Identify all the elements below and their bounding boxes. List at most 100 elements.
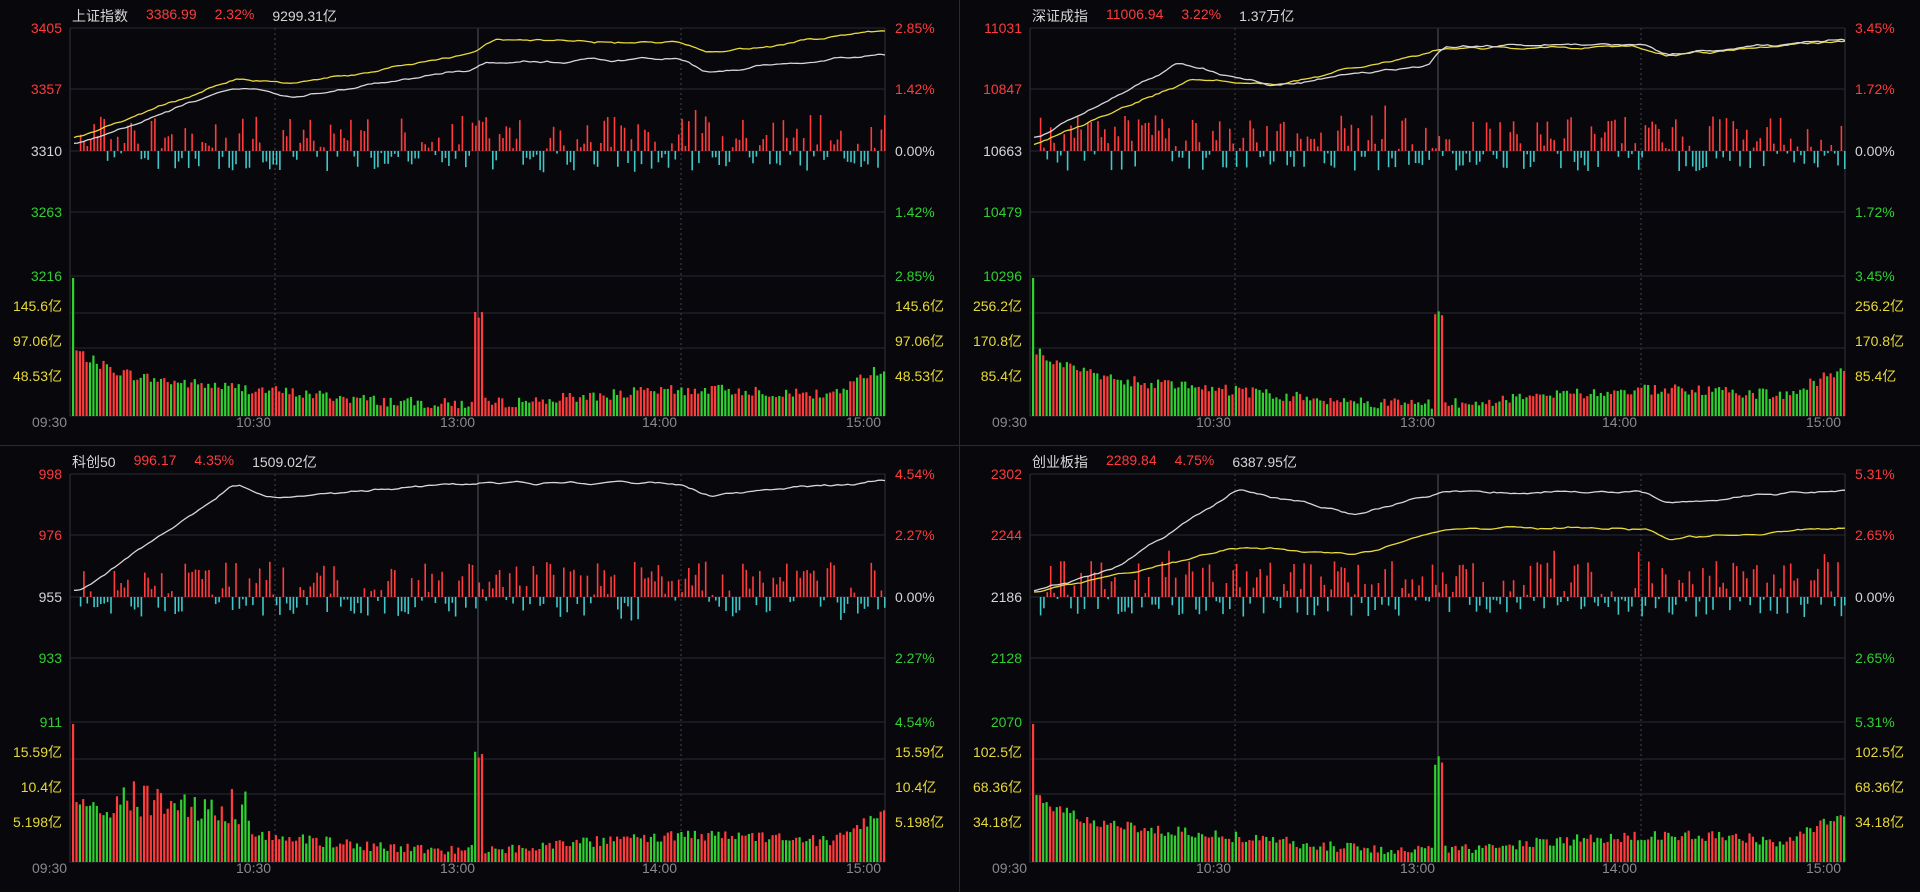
volume-bar bbox=[511, 407, 514, 416]
volume-bar bbox=[1545, 395, 1548, 416]
tick-bar bbox=[1337, 571, 1339, 597]
volume-bar bbox=[1288, 843, 1291, 862]
tick-bar bbox=[661, 151, 663, 158]
volume-bar bbox=[683, 395, 686, 416]
volume-axis-left-label: 145.6亿 bbox=[12, 298, 62, 314]
chart-panel-shenzhen[interactable]: 深证成指 11006.94 3.22% 1.37万亿 11031 10847 10663 10… bbox=[960, 0, 1920, 446]
volume-bar bbox=[1319, 400, 1322, 416]
volume-axis-left-label: 102.5亿 bbox=[972, 744, 1022, 760]
tick-bar bbox=[1495, 597, 1498, 601]
volume-bar bbox=[1163, 380, 1166, 416]
volume-bar bbox=[1380, 846, 1383, 862]
tick-bar bbox=[309, 586, 312, 597]
tick-bar bbox=[154, 118, 156, 151]
volume-bar bbox=[1694, 838, 1697, 862]
volume-bar bbox=[643, 389, 646, 416]
volume-bar bbox=[626, 397, 629, 416]
tick-bar bbox=[333, 133, 335, 151]
volume-bar bbox=[1255, 834, 1258, 862]
volume-bar bbox=[1714, 838, 1717, 862]
volume-bar bbox=[1657, 839, 1660, 862]
tick-bar bbox=[1043, 597, 1045, 609]
tick-bar bbox=[725, 597, 727, 611]
chart-panel-star50[interactable]: 科创50 996.17 4.35% 1509.02亿 998 976 955 933 911 4.… bbox=[0, 446, 960, 892]
volume-bar bbox=[534, 397, 538, 416]
tick-bar bbox=[242, 597, 244, 600]
tick-bar bbox=[174, 597, 176, 614]
volume-bar bbox=[1086, 370, 1089, 416]
volume-bar bbox=[1718, 387, 1721, 416]
tick-bar bbox=[606, 594, 609, 597]
volume-bar bbox=[1092, 372, 1095, 416]
tick-bar bbox=[603, 120, 606, 151]
tick-bar bbox=[1729, 597, 1731, 611]
volume-bar bbox=[1643, 840, 1646, 862]
volume-bar bbox=[1829, 373, 1832, 416]
volume-bar bbox=[1559, 837, 1562, 862]
volume-axis-right-label: 97.06亿 bbox=[895, 333, 945, 349]
tick-bar bbox=[1249, 597, 1251, 604]
volume-bar bbox=[835, 389, 838, 416]
tick-bar bbox=[1810, 580, 1812, 597]
volume-bar bbox=[747, 833, 750, 862]
chart-svg-shenzhen bbox=[1029, 27, 1846, 417]
volume-bar bbox=[521, 847, 524, 862]
volume-bar bbox=[227, 385, 230, 416]
volume-bar bbox=[1410, 399, 1413, 416]
volume-bar bbox=[335, 846, 338, 862]
tick-bar bbox=[1648, 561, 1650, 597]
tick-bar bbox=[1631, 151, 1633, 155]
tick-bar bbox=[333, 566, 335, 597]
volume-bar bbox=[1788, 395, 1792, 416]
chart-panel-shanghai[interactable]: 上证指数 3386.99 2.32% 9299.31亿 3405 3357 3310 3263… bbox=[0, 0, 960, 446]
volume-bar bbox=[251, 834, 254, 862]
tick-bar bbox=[1090, 122, 1092, 151]
tick-bar bbox=[1506, 151, 1508, 168]
volume-bar bbox=[234, 388, 237, 416]
volume-bar bbox=[119, 375, 122, 416]
tick-bar bbox=[677, 134, 680, 151]
tick-bar bbox=[1431, 564, 1434, 597]
tick-bar bbox=[424, 144, 426, 151]
tick-bar bbox=[1154, 115, 1157, 151]
chart-panel-chinext[interactable]: 创业板指 2289.84 4.75% 6387.95亿 2302 2244 2186 2128… bbox=[960, 446, 1920, 892]
volume-bar bbox=[703, 387, 707, 416]
tick-bar bbox=[1070, 125, 1072, 151]
volume-bar bbox=[1572, 393, 1575, 416]
tick-bar bbox=[1587, 151, 1589, 171]
volume-bar bbox=[457, 847, 460, 862]
tick-bar bbox=[1492, 597, 1495, 600]
tick-bar bbox=[1705, 597, 1708, 615]
volume-bar bbox=[1113, 820, 1116, 862]
volume-bar bbox=[1586, 396, 1589, 416]
volume-bar bbox=[328, 837, 331, 862]
tick-bar bbox=[1100, 562, 1103, 597]
volume-bar bbox=[514, 407, 517, 416]
tick-bar bbox=[1306, 597, 1309, 616]
tick-bar bbox=[1448, 597, 1451, 613]
volume-bar bbox=[1603, 395, 1606, 416]
tick-bar bbox=[1181, 151, 1184, 158]
volume-bar bbox=[339, 843, 342, 862]
tick-bar bbox=[731, 597, 734, 617]
tick-bar bbox=[1840, 125, 1843, 151]
volume-bar bbox=[1522, 846, 1525, 862]
volume-bar bbox=[1795, 393, 1798, 416]
volume-bar bbox=[217, 820, 220, 862]
volume-bar bbox=[359, 398, 362, 416]
tick-bar bbox=[312, 582, 315, 597]
tick-bar bbox=[1330, 151, 1332, 166]
tick-bar bbox=[813, 570, 815, 597]
time-axis-label: 14:00 bbox=[642, 414, 678, 430]
volume-bar bbox=[72, 278, 75, 416]
tick-bar bbox=[877, 597, 879, 610]
volume-bar bbox=[393, 844, 396, 862]
tick-bar bbox=[289, 119, 291, 151]
tick-bar bbox=[184, 563, 187, 597]
volume-bar bbox=[1802, 833, 1805, 862]
volume-bar bbox=[1265, 389, 1268, 416]
tick-bar bbox=[735, 597, 737, 613]
tick-bar bbox=[1735, 128, 1738, 151]
volume-bar bbox=[1288, 401, 1291, 416]
tick-bar bbox=[1651, 121, 1653, 151]
